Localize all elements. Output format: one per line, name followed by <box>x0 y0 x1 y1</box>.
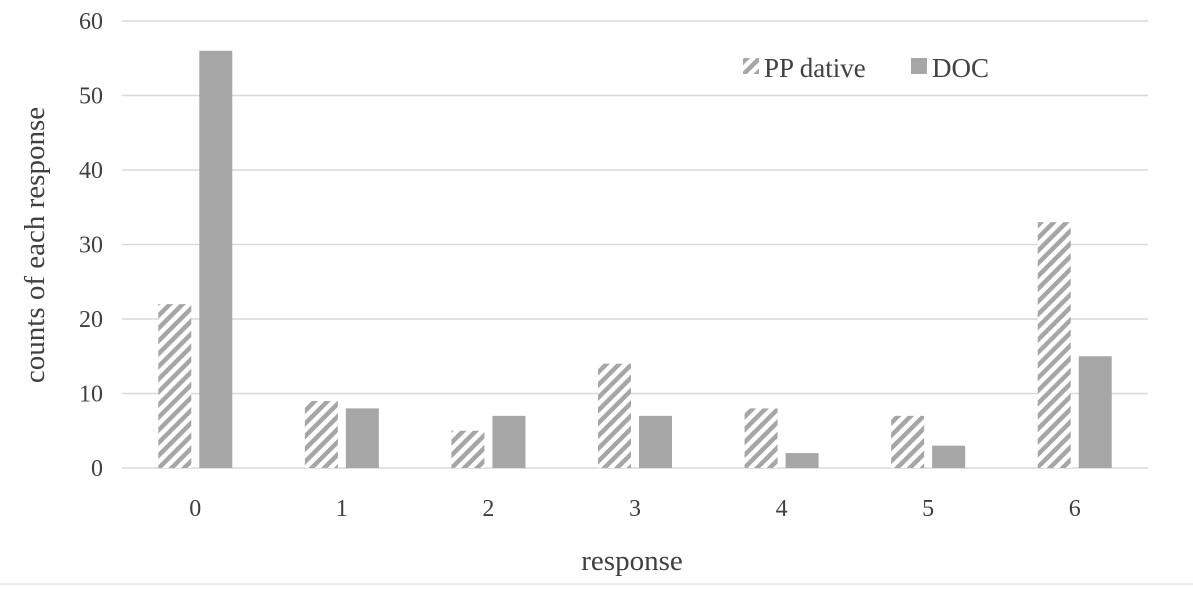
bar-doc-5 <box>932 445 966 468</box>
bar-pp-dative-6 <box>1037 222 1071 468</box>
x-tick-label: 4 <box>776 496 788 522</box>
x-tick-label: 1 <box>336 496 348 522</box>
bar-doc-3 <box>639 415 672 468</box>
bar-pp-dative-2 <box>451 430 485 468</box>
y-axis-title: counts of each response <box>19 107 51 383</box>
bar-pp-dative-5 <box>891 415 925 468</box>
x-tick-label: 6 <box>1069 496 1081 522</box>
x-tick-label: 2 <box>482 496 494 522</box>
x-tick-label: 3 <box>629 496 641 522</box>
bar-pp-dative-1 <box>304 400 338 468</box>
bar-pp-dative-4 <box>744 408 778 468</box>
y-tick-label: 60 <box>79 9 103 35</box>
gridlines <box>122 20 1148 469</box>
legend-swatch-doc <box>911 58 927 74</box>
x-tick-label: 5 <box>922 496 934 522</box>
x-axis-ticks: 0 1 2 3 4 5 6 <box>189 496 1080 522</box>
legend-label-doc: DOC <box>932 53 989 83</box>
bar-doc-1 <box>345 408 379 468</box>
bar-pp-dative-0 <box>158 304 192 468</box>
y-tick-label: 20 <box>79 307 103 333</box>
y-tick-label: 0 <box>91 456 103 482</box>
legend-swatch-pp-dative <box>743 58 759 74</box>
x-axis-title: response <box>581 545 682 577</box>
bar-pp-dative-3 <box>598 363 631 468</box>
y-axis-ticks: 0 10 20 30 40 50 60 <box>79 9 103 482</box>
y-tick-label: 10 <box>79 382 103 408</box>
y-tick-label: 50 <box>79 84 103 110</box>
bar-doc-6 <box>1078 356 1112 468</box>
x-tick-label: 0 <box>189 496 201 522</box>
legend: PP dative DOC <box>743 53 989 83</box>
bar-doc-0 <box>199 50 233 469</box>
y-tick-label: 40 <box>79 158 103 184</box>
bar-doc-4 <box>785 453 819 468</box>
legend-label-pp-dative: PP dative <box>764 53 866 83</box>
bars <box>158 50 1112 469</box>
bar-doc-2 <box>492 415 526 468</box>
y-tick-label: 30 <box>79 233 103 259</box>
